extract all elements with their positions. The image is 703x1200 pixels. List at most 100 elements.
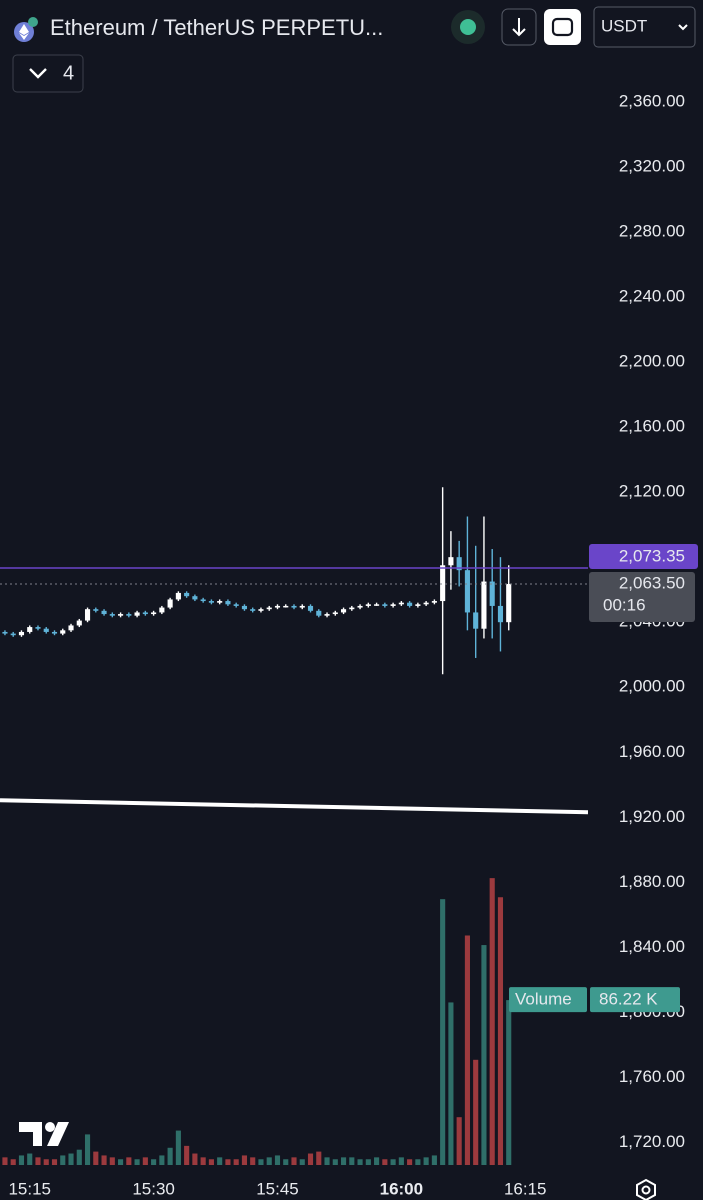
candle-body — [208, 601, 214, 603]
volume-bar — [283, 1159, 289, 1165]
volume-bar — [365, 1159, 371, 1165]
volume-bar — [151, 1159, 157, 1165]
candle-body — [473, 612, 479, 629]
candle-body — [250, 609, 256, 611]
candle-body — [2, 631, 8, 634]
candle-body — [489, 581, 495, 606]
x-tick-label: 15:15 — [8, 1179, 51, 1198]
candle-body — [217, 601, 223, 603]
eth-icon — [14, 17, 38, 42]
volume-bar — [349, 1157, 355, 1165]
y-tick-label: 2,200.00 — [619, 352, 685, 371]
y-tick-label: 2,240.00 — [619, 286, 685, 305]
y-tick-label: 1,720.00 — [619, 1132, 685, 1151]
y-tick-label: 2,280.00 — [619, 221, 685, 240]
volume-bar — [374, 1157, 380, 1165]
volume-bar — [43, 1159, 49, 1165]
last-price-label: 2,063.50 — [619, 573, 685, 592]
volume-bar — [184, 1145, 190, 1165]
volume-bar — [18, 1155, 25, 1165]
volume-bar — [464, 935, 470, 1165]
x-tick-label: 15:30 — [132, 1179, 175, 1198]
volume-bar — [159, 1155, 165, 1165]
candle-body — [142, 612, 148, 615]
candle-body — [60, 630, 66, 634]
y-tick-label: 1,920.00 — [619, 807, 685, 826]
volume-bar — [60, 1155, 66, 1165]
indicator-toggle[interactable] — [12, 54, 84, 93]
volume-bar — [448, 1002, 454, 1165]
volume-bar — [258, 1159, 264, 1165]
volume-bar — [423, 1157, 429, 1165]
volume-bar — [415, 1159, 421, 1165]
candle-body — [68, 625, 74, 631]
mark-price-label: 2,073.35 — [619, 546, 685, 565]
settings-icon-center — [641, 1185, 651, 1195]
candle-body — [415, 604, 421, 606]
candle-body — [101, 610, 107, 615]
candle-body — [93, 609, 99, 611]
last-price-box — [589, 571, 695, 622]
candle-body — [365, 604, 371, 606]
indicator-chevron — [29, 68, 47, 79]
x-tick-label: 15:45 — [256, 1179, 299, 1198]
volume-bar — [456, 1117, 462, 1165]
x-tick-label: 16:15 — [504, 1179, 547, 1198]
candle-body — [316, 610, 322, 616]
volume-bar — [233, 1159, 239, 1165]
volume-bar — [109, 1157, 115, 1165]
volume-bar — [316, 1151, 322, 1165]
volume-bar — [217, 1157, 223, 1165]
candle-body — [175, 592, 181, 600]
candle-body — [159, 607, 165, 613]
fullscreen-button[interactable] — [544, 9, 581, 45]
candle-body — [423, 602, 429, 605]
volume-bar — [497, 897, 504, 1165]
candle-body — [233, 604, 239, 606]
volume-bar — [299, 1159, 305, 1165]
candle-body — [374, 604, 380, 606]
y-tick-label: 2,360.00 — [619, 91, 685, 110]
price-labels: 2,073.35 2,063.50 00:16 Volume 86.22 K — [509, 543, 698, 1013]
volume-bar — [440, 899, 446, 1165]
candle-body — [126, 614, 132, 616]
candle-body — [407, 602, 413, 606]
volume-bar — [241, 1155, 248, 1165]
candle-body — [481, 581, 487, 629]
candle-body — [10, 633, 16, 636]
symbol-title[interactable]: Ethereum / TetherUS PERPETU... — [50, 15, 383, 40]
candle-body — [324, 614, 330, 616]
candle-body — [390, 604, 396, 606]
volume-bar — [291, 1157, 297, 1165]
volume-bar — [489, 878, 495, 1165]
candle-body — [200, 599, 206, 602]
volume-bar — [101, 1155, 107, 1165]
status-dot — [460, 19, 476, 35]
volume-bar — [200, 1157, 206, 1165]
volume-bar — [27, 1153, 33, 1165]
candle-body — [76, 620, 82, 626]
volume-bar — [142, 1157, 148, 1165]
volume-name: Volume — [515, 990, 572, 1009]
settings-icon[interactable] — [636, 1178, 656, 1200]
volume-bar — [481, 945, 487, 1165]
volume-value-box — [590, 987, 680, 1013]
volume-bar — [68, 1153, 74, 1165]
volume-bar — [390, 1159, 396, 1165]
candle-body — [258, 609, 264, 611]
mark-price-box — [589, 543, 698, 569]
trend-line — [0, 798, 589, 815]
candle-body — [184, 592, 190, 597]
y-tick-label: 2,000.00 — [619, 677, 685, 696]
currency-select[interactable] — [593, 6, 696, 48]
candle-body — [307, 605, 314, 611]
candle-body — [51, 631, 58, 634]
candle-body — [431, 601, 437, 603]
candle-body — [134, 612, 140, 616]
y-tick-label: 1,760.00 — [619, 1067, 685, 1086]
volume-bar — [118, 1159, 124, 1165]
currency-label: USDT — [601, 16, 647, 35]
y-tick-label: 2,160.00 — [619, 417, 685, 436]
countdown-label: 00:16 — [603, 595, 646, 614]
